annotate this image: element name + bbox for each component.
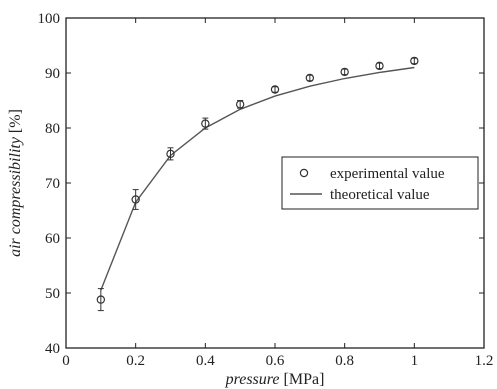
data-point-experimental: [166, 149, 175, 159]
x-tick-label: 1: [411, 353, 419, 369]
x-axis-title: pressure [MPa]: [225, 371, 325, 388]
series-line-theoretical: [100, 66, 415, 291]
x-tick-label: 0.6: [266, 353, 285, 369]
y-tick-label: 40: [45, 341, 60, 357]
circle-icon: [299, 168, 309, 178]
x-tick-label: 0.4: [196, 353, 215, 369]
y-tick-label: 60: [45, 231, 60, 247]
data-point-experimental: [131, 195, 140, 204]
x-tick-label: 0.8: [335, 353, 354, 369]
data-point-experimental: [96, 295, 106, 304]
data-point-experimental: [375, 61, 384, 71]
data-point-experimental: [410, 56, 419, 66]
y-tick-label: 100: [38, 11, 61, 27]
y-axis-title-italic: air compressibility: [7, 136, 24, 257]
legend-label-experimental: experimental value: [330, 166, 445, 182]
x-tick-label: 0: [62, 353, 70, 369]
x-axis-title-italic: pressure: [225, 371, 280, 388]
y-axis-title: air compressibility [%]: [7, 109, 24, 257]
x-axis-title-unit: [MPa]: [284, 371, 325, 388]
data-point-experimental: [201, 119, 210, 128]
data-point-experimental: [340, 67, 349, 77]
y-tick-label: 50: [45, 286, 60, 302]
x-tick-label: 1.2: [475, 353, 494, 369]
data-point-experimental: [305, 73, 315, 83]
y-tick-label: 80: [45, 121, 60, 137]
data-point-experimental: [270, 85, 280, 94]
y-tick-label: 90: [45, 66, 60, 82]
plot-layer: [96, 56, 419, 312]
legend-box: [281, 156, 479, 210]
legend-label-theoretical: theoretical value: [330, 187, 430, 203]
y-axis-title-unit: [%]: [7, 109, 24, 133]
y-tick-label: 70: [45, 176, 60, 192]
legend-layer: experimental value theoretical value: [281, 156, 479, 210]
x-tick-label: 0.2: [126, 353, 145, 369]
data-point-experimental: [235, 100, 245, 109]
